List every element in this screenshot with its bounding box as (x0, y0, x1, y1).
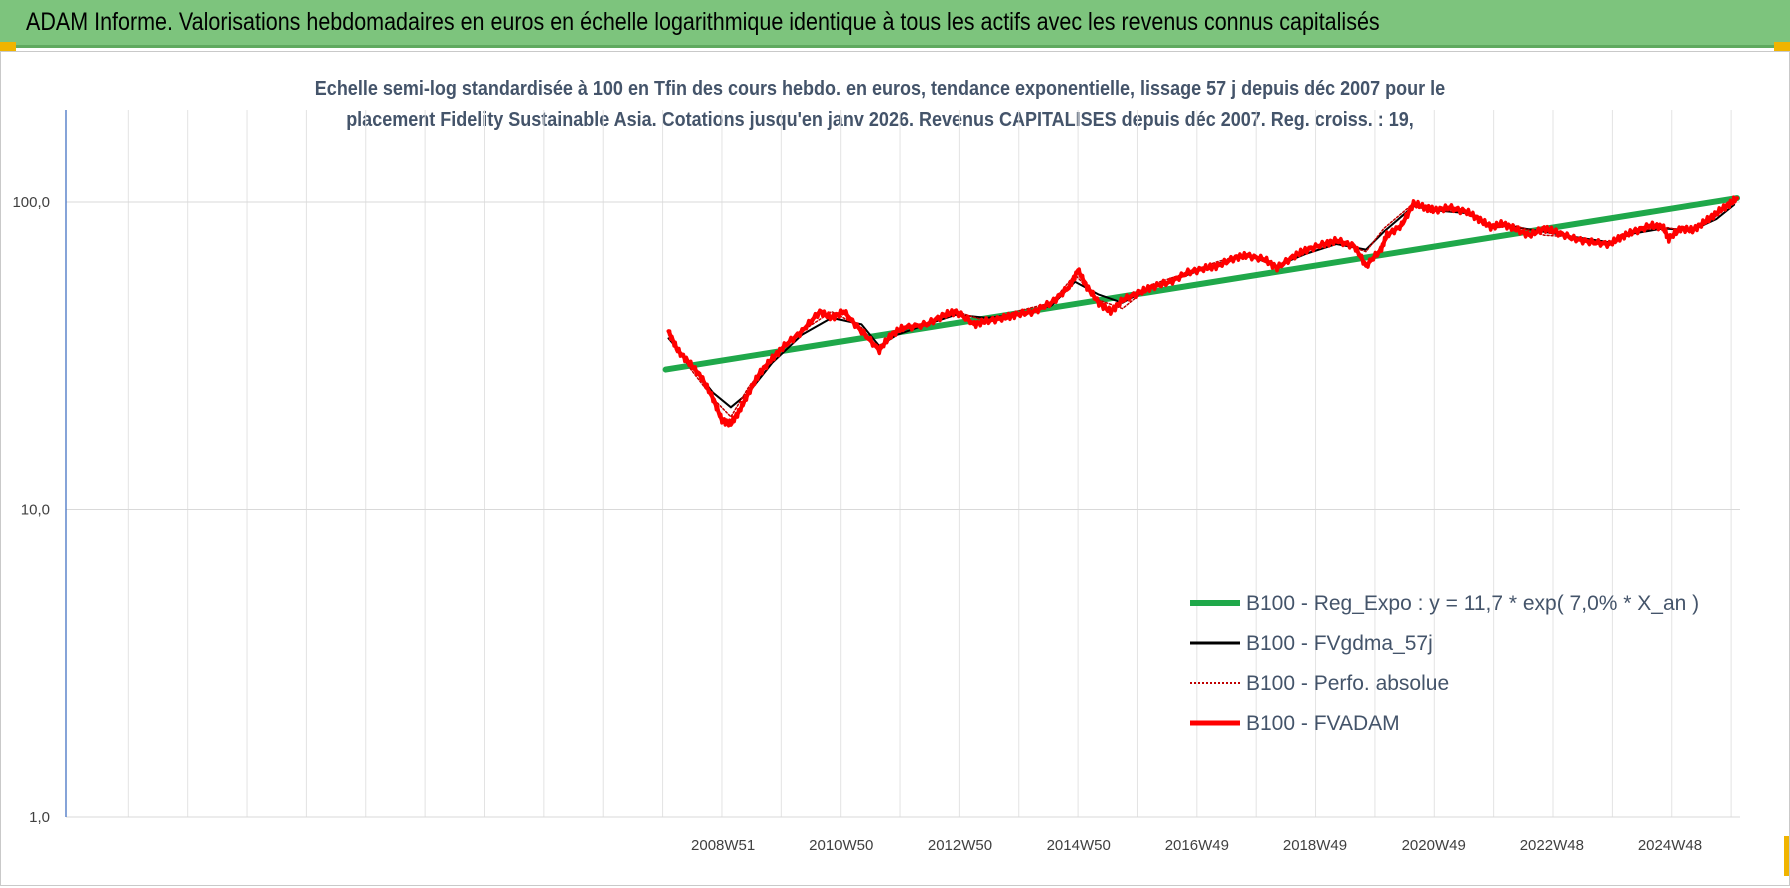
series-layer (662, 195, 1740, 428)
x-tick-label: 2014W50 (1047, 837, 1111, 854)
axis-layer: 1,0 10,0 100,0 2008W51 2010W50 2012W50 2014W50… (12, 110, 1702, 854)
legend-label-2: B100 - FVgdma_57j (1246, 632, 1433, 655)
series-fvadam-detail (667, 195, 1739, 428)
corner-marker (1774, 42, 1790, 51)
legend: B100 - Reg_Expo : y = 11,7 * exp( 7,0% *… (1190, 592, 1699, 735)
legend-label-3: B100 - Perfo. absolue (1246, 672, 1449, 695)
corner-marker (1784, 836, 1790, 876)
x-tick-label: 2024W48 (1638, 837, 1702, 854)
x-tick-label: 2008W51 (691, 837, 755, 854)
series-line-1 (662, 195, 1740, 373)
series-line-4 (666, 196, 1739, 426)
chart-title: Echelle semi-log standardisée à 100 en T… (180, 74, 1580, 136)
series-line-3 (667, 199, 1735, 418)
chart-title-line-2: placement Fidelity Sustainable Asia. Cot… (346, 109, 1414, 131)
corner-marker (0, 42, 16, 51)
header-banner: ADAM Informe. Valorisations hebdomadaire… (0, 0, 1790, 48)
x-tick-label: 2012W50 (928, 837, 992, 854)
x-tick-label: 2022W48 (1520, 837, 1584, 854)
legend-label-4: B100 - FVADAM (1246, 712, 1400, 735)
y-tick-label: 1,0 (29, 809, 50, 826)
grid-layer (66, 110, 1790, 818)
y-tick-label: 10,0 (21, 502, 50, 519)
x-tick-label: 2018W49 (1283, 837, 1347, 854)
legend-label-1: B100 - Reg_Expo : y = 11,7 * exp( 7,0% *… (1246, 592, 1699, 615)
x-tick-label: 2020W49 (1402, 837, 1466, 854)
chart-title-line-1: Echelle semi-log standardisée à 100 en T… (314, 78, 1446, 100)
page-title: ADAM Informe. Valorisations hebdomadaire… (26, 8, 1380, 36)
y-tick-label: 100,0 (12, 194, 50, 211)
x-tick-label: 2010W50 (809, 837, 873, 854)
x-tick-label: 2016W49 (1165, 837, 1229, 854)
